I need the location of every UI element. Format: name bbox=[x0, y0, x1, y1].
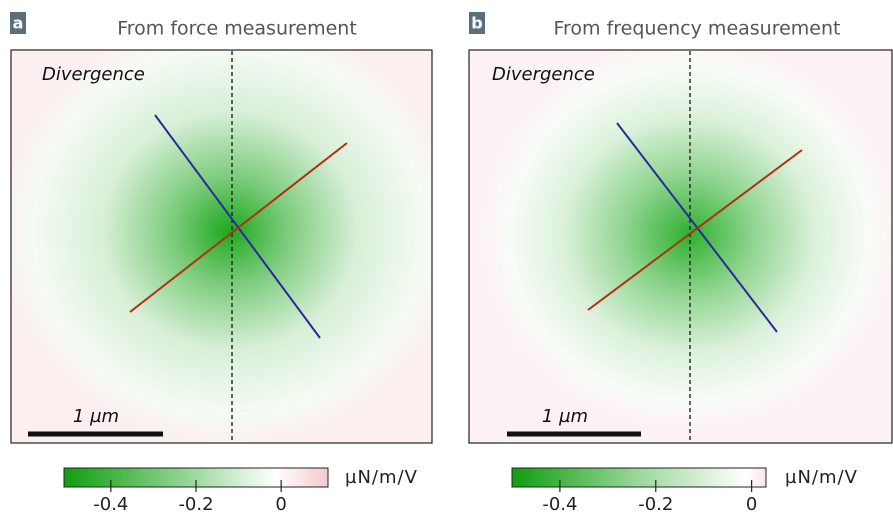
annotation: Divergence bbox=[492, 64, 595, 85]
colorbar-tick-label: 0 bbox=[275, 494, 286, 515]
colorbar-tick-label: -0.2 bbox=[178, 494, 213, 515]
profile-line-blue bbox=[154, 114, 321, 339]
colorbar-tick-label: -0.2 bbox=[638, 494, 673, 515]
colorbar-tick-label: -0.4 bbox=[542, 494, 577, 515]
profile-line-red bbox=[587, 149, 803, 311]
panel-label-box bbox=[10, 12, 26, 34]
panel-label: b bbox=[471, 14, 482, 33]
colorbar-tick-label: 0 bbox=[746, 494, 757, 515]
profile-line-red bbox=[129, 142, 348, 313]
heatmap bbox=[10, 49, 433, 444]
scale-bar-label: 1 µm bbox=[73, 406, 119, 427]
annotation: Divergence bbox=[42, 64, 145, 85]
scale-bar-label: 1 µm bbox=[542, 406, 588, 427]
panel-title: From force measurement bbox=[117, 18, 357, 40]
colorbar-unit: µN/m/V bbox=[345, 467, 418, 488]
heatmap bbox=[468, 49, 893, 444]
panel-label-box bbox=[469, 12, 485, 34]
panel-title: From frequency measurement bbox=[553, 18, 840, 40]
colorbar bbox=[511, 467, 767, 488]
colorbar-tick-label: -0.4 bbox=[93, 494, 128, 515]
panel-label: a bbox=[13, 14, 24, 33]
colorbar-unit: µN/m/V bbox=[785, 467, 858, 488]
